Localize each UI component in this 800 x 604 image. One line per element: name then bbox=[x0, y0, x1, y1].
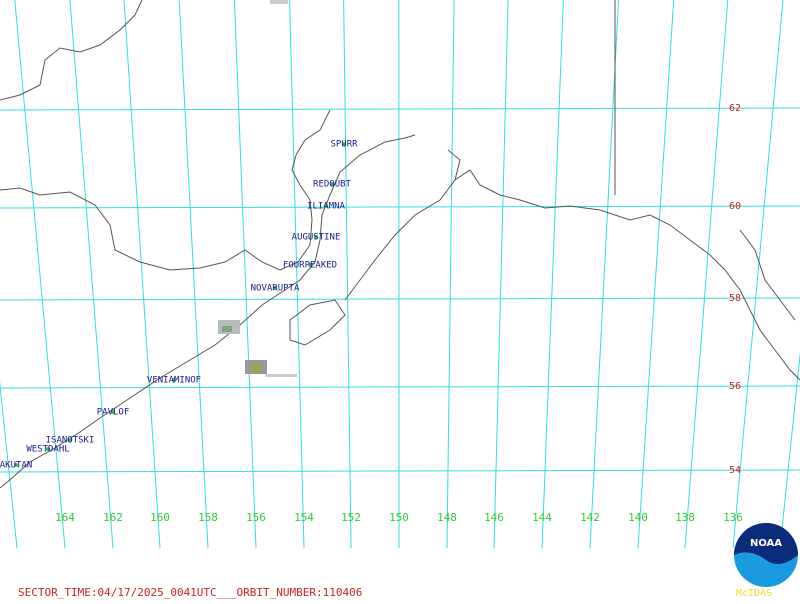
longitude-label: 152 bbox=[341, 511, 361, 524]
longitude-label: 136 bbox=[723, 511, 743, 524]
longitude-label: 142 bbox=[580, 511, 600, 524]
volcano-name: NOVARUPTA bbox=[251, 284, 300, 294]
latitude-label: 54 bbox=[729, 465, 741, 476]
volcano-name: ILIAMNA bbox=[307, 202, 346, 212]
volcano-name: SPURR bbox=[330, 140, 358, 150]
longitude-label: 156 bbox=[246, 511, 266, 524]
logo-text: NOAA bbox=[750, 538, 782, 549]
longitude-label: 148 bbox=[437, 511, 457, 524]
longitude-label: 146 bbox=[484, 511, 504, 524]
longitude-label: 150 bbox=[389, 511, 409, 524]
cloud bbox=[270, 0, 288, 4]
volcano-name: AKUTAN bbox=[0, 461, 32, 471]
longitude-label: 154 bbox=[294, 511, 314, 524]
logo-caption: McIDAS bbox=[736, 588, 772, 599]
longitude-label: 160 bbox=[150, 511, 170, 524]
latitude-label: 56 bbox=[729, 381, 741, 392]
cloud bbox=[252, 364, 260, 372]
longitude-label: 138 bbox=[675, 511, 695, 524]
volcano-name: WESTDAHL bbox=[26, 445, 69, 455]
longitude-label: 164 bbox=[55, 511, 75, 524]
latitude-label: 58 bbox=[729, 293, 741, 304]
cloud bbox=[265, 374, 297, 377]
longitude-label: 144 bbox=[532, 511, 552, 524]
longitude-label: 162 bbox=[103, 511, 123, 524]
cloud bbox=[222, 326, 232, 332]
volcano-name: FOURPEAKED bbox=[283, 261, 337, 271]
longitude-label: 140 bbox=[628, 511, 648, 524]
volcano-name: PAVLOF bbox=[97, 408, 130, 418]
volcano-name: REDOUBT bbox=[313, 180, 352, 190]
volcano-name: VENIAMINOF bbox=[147, 376, 201, 386]
footer: SECTOR_TIME:04/17/2025_0041UTC___ORBIT_N… bbox=[18, 586, 362, 599]
latitude-label: 60 bbox=[729, 201, 741, 212]
latitude-label: 62 bbox=[729, 103, 741, 114]
longitude-label: 158 bbox=[198, 511, 218, 524]
volcano-name: AUGUSTINE bbox=[292, 233, 341, 243]
